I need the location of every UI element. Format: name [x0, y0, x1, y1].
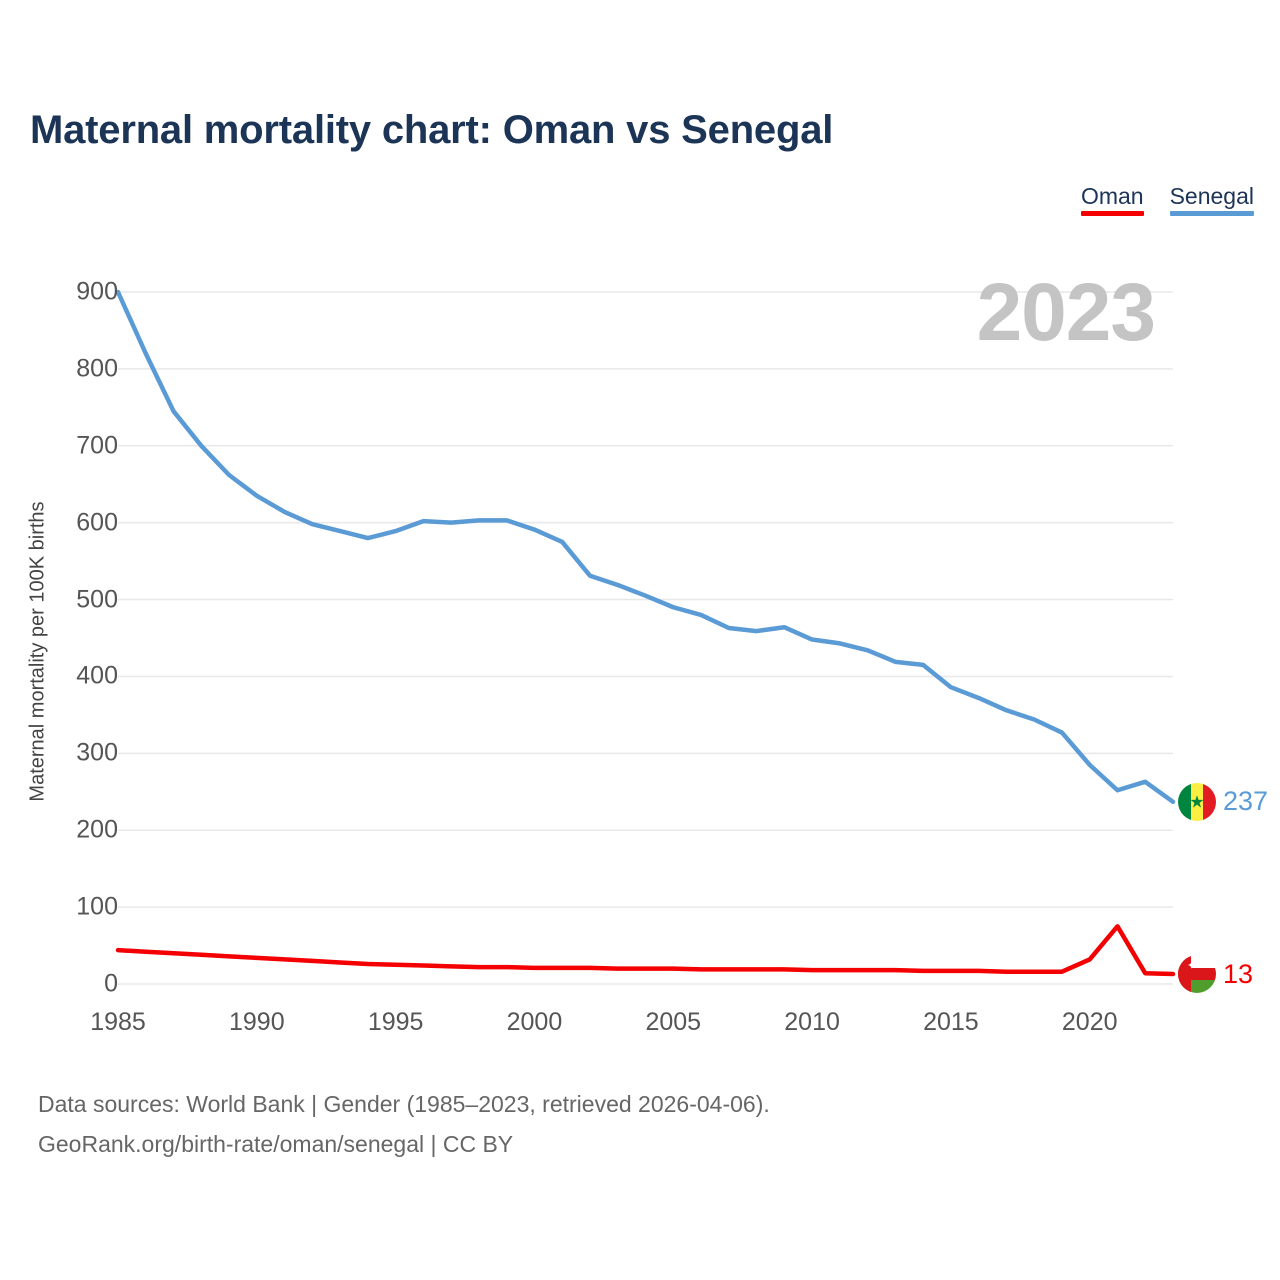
legend-item-oman[interactable]: Oman — [1080, 183, 1144, 217]
x-tick-label: 1995 — [367, 1008, 424, 1036]
y-tick-label: 800 — [76, 354, 118, 383]
y-tick-label: 200 — [76, 815, 118, 844]
y-tick-label: 900 — [76, 277, 118, 306]
oman-flag-icon: ✦ — [1178, 955, 1216, 993]
page-title: Maternal mortality chart: Oman vs Senega… — [30, 108, 834, 152]
end-label-oman: ✦ 13 — [1178, 955, 1253, 993]
y-tick-label: 300 — [76, 738, 118, 767]
x-tick-label: 2015 — [923, 1008, 979, 1036]
y-tick-label: 0 — [104, 969, 118, 998]
series-line-oman — [115, 924, 1176, 977]
legend-label-senegal: Senegal — [1169, 183, 1254, 209]
footer-line-attribution: GeoRank.org/birth-rate/oman/senegal | CC… — [38, 1131, 514, 1158]
y-tick-label: 600 — [76, 508, 118, 537]
y-tick-label: 700 — [76, 431, 118, 460]
series-line-senegal — [115, 289, 1176, 805]
y-tick-label: 400 — [76, 661, 118, 690]
x-tick-label: 1990 — [229, 1008, 285, 1036]
footer: Data sources: World Bank | Gender (1985–… — [38, 1084, 770, 1165]
end-value-senegal: 237 — [1223, 786, 1269, 817]
x-tick-label: 2005 — [645, 1008, 702, 1036]
year-watermark: 2023 — [976, 267, 1156, 358]
end-value-oman: 13 — [1223, 958, 1254, 989]
x-tick-label: 2020 — [1061, 1008, 1118, 1036]
legend-rule-oman — [1080, 211, 1144, 217]
end-label-senegal: ★ 237 — [1178, 782, 1269, 821]
x-tick-label: 1985 — [90, 1008, 146, 1036]
senegal-flag-icon: ★ — [1178, 782, 1216, 821]
y-tick-label: 100 — [76, 892, 118, 921]
footer-line-sources: Data sources: World Bank | Gender (1985–… — [38, 1091, 770, 1117]
legend-label-oman: Oman — [1080, 183, 1144, 209]
legend-item-senegal[interactable]: Senegal — [1169, 183, 1254, 217]
legend-rule-senegal — [1169, 211, 1254, 217]
y-tick-label: 500 — [76, 585, 118, 614]
x-tick-label: 2000 — [506, 1008, 563, 1036]
legend: Oman Senegal — [1080, 183, 1254, 217]
x-tick-label: 2010 — [784, 1008, 840, 1036]
